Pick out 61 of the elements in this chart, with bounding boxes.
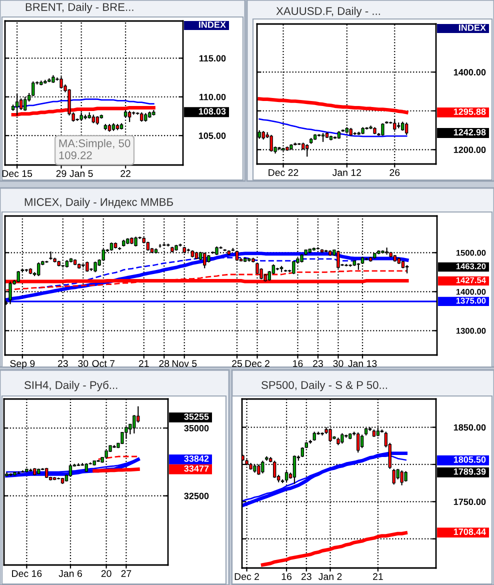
y-tick-label: 1400.00 [454,69,486,76]
text: 1427.54 [456,277,486,284]
text: 33477 [184,465,209,472]
x-tick-label: Oct 7 [92,360,115,367]
y-tick-label: 1200.00 [454,146,486,154]
x-tick-label: 30 [78,360,88,367]
x-tick-label: 27 [121,570,132,577]
y-tick-label: 32500 [184,492,209,500]
x-tick-label: 21 [373,573,383,580]
x-tick-label: Dec 2 [234,573,259,580]
x-tick-label: Dec 2 [245,360,270,367]
x-tick-label: Dec 15 [2,170,32,177]
y-tick-label: 1500.00 [456,250,486,256]
text: 1789.39 [454,468,486,475]
x-tick-label: Jan 12 [332,169,362,176]
x-tick-label: 23 [313,360,323,367]
x-tick-label: 25 [232,360,242,367]
ref-line-label: 1375.00 [456,298,486,304]
x-tick-label: 23 [301,573,312,580]
chart-title: MICEX, Daily - Индекс ММВБ [24,198,173,208]
y-tick-label: 105.00 [198,132,226,139]
chart-title: SP500, Daily - S & P 50... [262,380,388,392]
y-tick-label: 110.00 [199,94,226,100]
x-tick-label: Dec 22 [268,169,298,176]
x-tick-label: 22 [120,170,130,177]
chart-title: XAUUSD.F, Daily - ... [276,6,380,18]
y-tick-label: 1750.00 [454,498,486,506]
y-axis-title: INDEX [199,22,226,28]
x-tick-label: Jan 5 [70,170,93,177]
x-tick-label: 16 [293,360,303,367]
x-tick-label: Nov 5 [172,360,197,367]
x-tick-label: 30 [333,360,344,367]
y-tick-label: 35000 [184,424,209,432]
x-tick-label: Dec 16 [12,570,42,577]
x-tick-label: Jan 13 [348,360,377,367]
text: 1295.88 [454,108,486,115]
text: 1708.44 [454,528,486,535]
x-tick-label: 29 [56,170,66,177]
x-tick-label: 23 [58,360,68,367]
y-tick-label: 1400.00 [456,288,486,295]
chart-title: BRENT, Daily - BRE... [26,2,134,14]
text: 1805.50 [454,456,486,463]
x-tick-label: 26 [390,169,400,176]
annotation: MA:Simple, 50 109.22 [59,139,130,160]
x-tick-label: 28 [159,360,170,367]
text: 1242.98 [454,129,486,136]
x-tick-label: 21 [138,360,149,367]
x-tick-label: Sep 9 [10,360,35,369]
y-axis-title: INDEX [459,24,486,31]
chart-title: SIH4, Daily - Руб... [24,380,118,392]
x-tick-label: 16 [282,573,292,580]
y-tick-label: 1300.00 [456,328,486,334]
x-tick-label: Jan 2 [318,573,342,580]
x-tick-label: 20 [101,570,112,577]
text: 108.03 [198,108,226,115]
y-tick-label: 115.00 [199,55,226,62]
y-tick-label: 1850.00 [454,424,486,431]
text: 33842 [184,455,209,462]
text: 1463.20 [456,263,486,270]
text: 35255 [184,413,209,420]
x-tick-label: Jan 6 [58,570,82,577]
